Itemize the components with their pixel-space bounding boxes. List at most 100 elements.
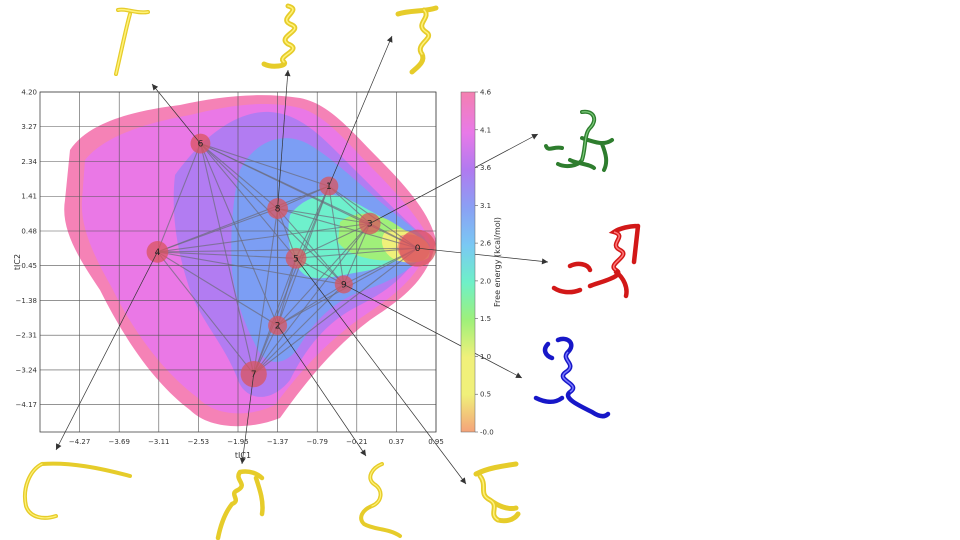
x-tick-label: −3.69 [108, 438, 129, 446]
transition-edge [253, 185, 330, 375]
transition-edge [295, 185, 330, 259]
structure-state-9 [533, 336, 611, 419]
free-energy-landscape [64, 95, 436, 427]
structure-arrow [417, 247, 549, 263]
arrow-head [541, 258, 548, 265]
structure-state-4 [23, 461, 132, 520]
y-axis-label: tIC2 [13, 254, 22, 270]
x-tick-label: −4.27 [69, 438, 90, 446]
arrow-head [459, 477, 466, 484]
structure-arrow [328, 35, 393, 187]
structure-arrow [241, 374, 255, 465]
colorbar-tick-label: -0.0 [480, 429, 494, 437]
transition-edge [157, 222, 370, 253]
arrow-head [360, 449, 366, 456]
state-label: 6 [198, 140, 204, 150]
arrow-head [515, 372, 522, 378]
transition-edge [328, 186, 345, 285]
colorbar-tick-label: 3.6 [480, 164, 492, 172]
transition-edge [200, 143, 297, 259]
structure-arrow [277, 69, 289, 209]
transition-edge [277, 208, 345, 285]
structure-state-8 [261, 3, 298, 69]
x-tick-label: −3.11 [148, 438, 169, 446]
x-tick-label: −0.79 [306, 438, 327, 446]
y-tick-label: −3.24 [16, 366, 38, 374]
y-tick-label: 2.34 [21, 158, 37, 166]
transition-edge [157, 251, 255, 375]
x-tick-label: −1.37 [267, 438, 288, 446]
colorbar-tick-label: 4.1 [480, 126, 491, 134]
y-tick-labels: 4.20 3.27 2.34 1.41 0.48 −0.45 −1.38 −2.31 −3.24… [16, 89, 38, 410]
y-tick-label: 1.41 [21, 193, 37, 201]
structure-state-0 [551, 223, 641, 299]
transition-edge [253, 208, 279, 375]
colorbar: 4.6 4.1 3.6 3.1 2.6 2.0 1.5 1.0 0.5 -0.0 Free ene… [460, 89, 502, 437]
structure-state-5 [473, 461, 521, 524]
transition-edge [253, 223, 371, 375]
transition-edge [156, 143, 201, 253]
structure-state-6 [114, 7, 150, 76]
transition-edge [200, 143, 329, 187]
x-tick-label: 0.37 [389, 438, 405, 446]
y-tick-label: −4.17 [16, 401, 37, 409]
state-label: 4 [155, 248, 161, 258]
state-label: 5 [293, 254, 299, 264]
colorbar-tick-label: 0.5 [480, 391, 491, 399]
transition-edge [157, 251, 344, 285]
state-node-4 [146, 241, 169, 263]
structure-arrows [55, 35, 549, 485]
arrow-head [531, 134, 538, 140]
structure-arrow [369, 133, 539, 224]
transition-edge [253, 284, 345, 375]
transition-edge [295, 223, 371, 259]
x-tick-label: −1.95 [227, 438, 248, 446]
state-node-8 [267, 198, 288, 219]
arrow-head [152, 84, 159, 91]
colorbar-ticks: 4.6 4.1 3.6 3.1 2.6 2.0 1.5 1.0 0.5 -0.0 [475, 89, 494, 437]
colorbar-tick-label: 1.5 [480, 315, 491, 323]
plot-frame [39, 91, 437, 433]
colorbar-tick-label: 2.0 [480, 277, 491, 285]
y-tick-label: −1.38 [16, 297, 37, 305]
y-tick-label: 3.27 [21, 123, 37, 131]
x-tick-label: −2.53 [188, 438, 209, 446]
transition-edge [200, 143, 371, 225]
structure-arrow [295, 258, 467, 485]
structure-state-1 [395, 5, 439, 75]
y-tick-label: −2.31 [16, 332, 37, 340]
arrow-head [56, 443, 62, 450]
structure-arrow [151, 83, 201, 144]
colorbar-tick-label: 2.6 [480, 240, 492, 248]
transition-edge [253, 258, 297, 375]
transition-edge [277, 208, 418, 249]
arrow-head [284, 70, 291, 77]
colorbar-tick-label: 1.0 [480, 353, 491, 361]
transition-edge [277, 223, 371, 326]
transition-edge [277, 258, 297, 326]
state-label: 1 [326, 182, 332, 192]
state-label: 8 [275, 205, 281, 215]
state-label: 0 [415, 244, 421, 254]
structure-arrow [343, 284, 523, 379]
colorbar-tick-label: 3.1 [480, 202, 491, 210]
y-tick-label: 0.48 [21, 227, 37, 235]
transition-edge [343, 223, 371, 285]
arrow-head [239, 457, 246, 464]
x-tick-label: 0.95 [428, 438, 444, 446]
state-label: 3 [367, 220, 373, 230]
state-label: 2 [275, 322, 281, 332]
y-tick-label: 4.20 [21, 89, 37, 97]
transition-edge [157, 251, 278, 326]
structure-arrow [277, 325, 367, 457]
structure-state-3 [544, 109, 614, 172]
structure-state-7 [215, 469, 265, 540]
arrow-head [386, 36, 393, 43]
structure-state-2 [359, 462, 402, 538]
structure-arrow [55, 251, 158, 451]
transition-edge [199, 143, 255, 375]
state-label: 9 [341, 280, 347, 290]
representative-structures [23, 3, 641, 540]
colorbar-tick-label: 4.6 [480, 89, 492, 97]
